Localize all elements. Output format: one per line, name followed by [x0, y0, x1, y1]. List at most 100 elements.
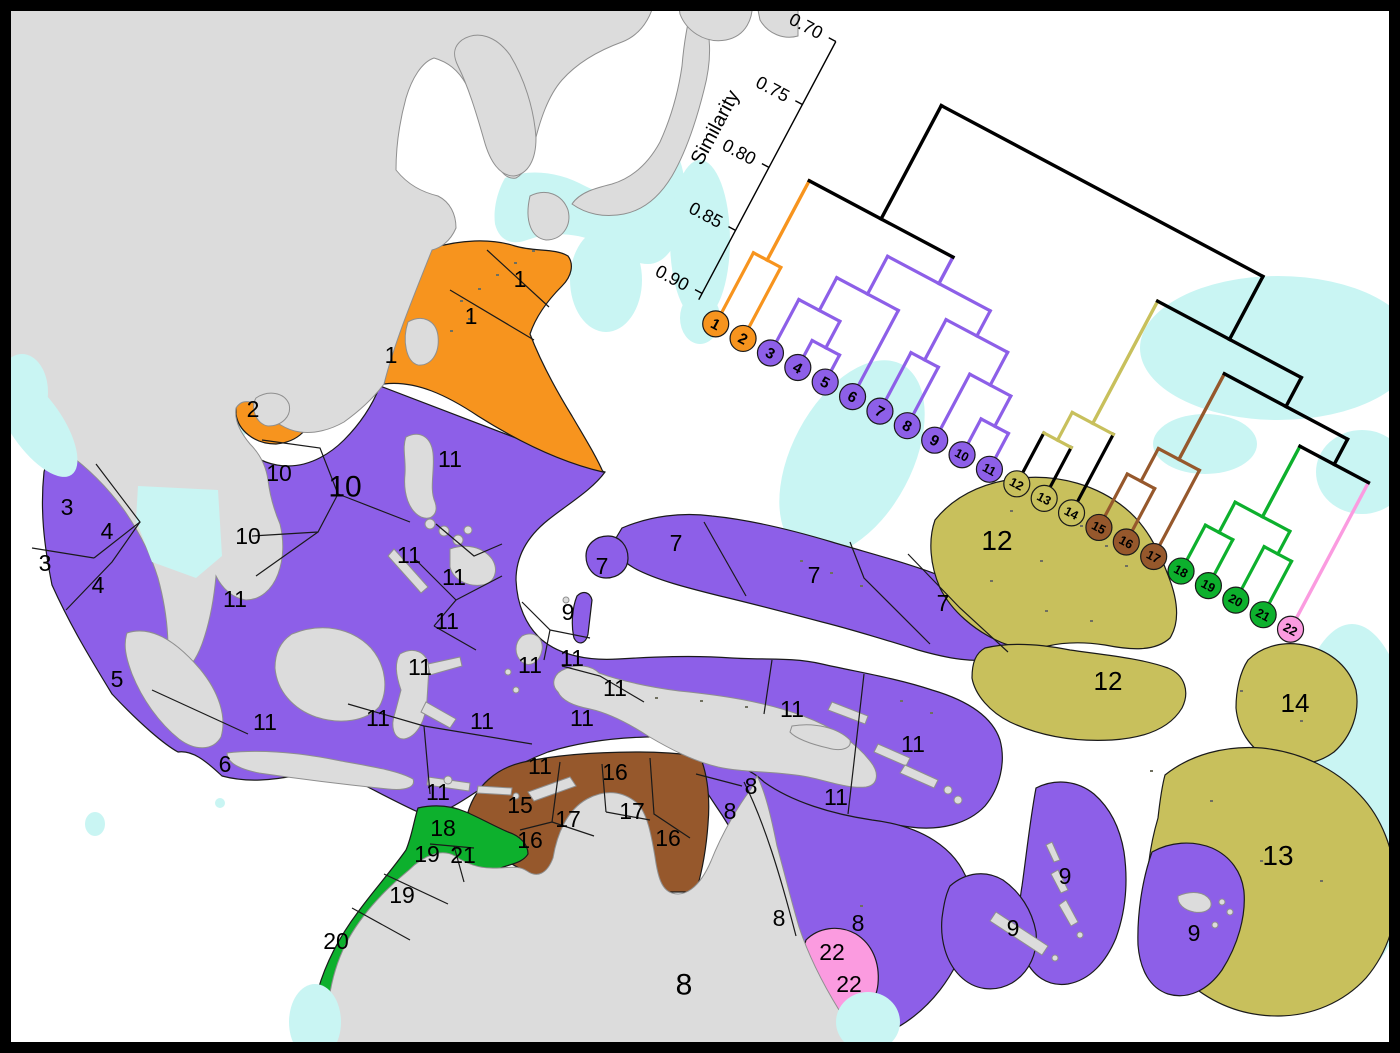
small-island	[1226, 908, 1234, 916]
map-region-label: 11	[253, 709, 277, 735]
region-boundary-line	[551, 821, 595, 837]
map-region-label: 20	[323, 928, 349, 954]
land-sundas-2	[476, 785, 513, 796]
small-island	[562, 596, 570, 604]
dendrogram-branch	[1275, 529, 1293, 557]
map-region-label: 1	[465, 303, 478, 329]
region-boundary-line	[703, 521, 747, 597]
dendrogram-branch	[801, 338, 815, 358]
region-khaki-12-lower	[971, 643, 1187, 741]
region-boundary-line	[65, 521, 141, 611]
dendrogram-branch	[878, 103, 944, 222]
region-boundary-line	[433, 625, 477, 651]
dendrogram-leaf-circle	[702, 310, 730, 338]
map-region-label: 4	[92, 572, 105, 598]
small-island	[512, 686, 520, 694]
region-boundary-line	[435, 523, 503, 557]
reef-speck	[450, 330, 453, 332]
shallow-sea-patch	[215, 798, 225, 808]
map-region-label: 8	[676, 969, 693, 1002]
region-boundary-line	[455, 575, 503, 601]
dendrogram-branch	[1176, 371, 1227, 462]
dendrogram-branch	[747, 265, 783, 329]
map-region-label: 9	[1007, 915, 1020, 941]
shallow-sea-patch	[570, 228, 642, 332]
land-australia	[326, 774, 868, 1053]
dendrogram-leaf-number: 11	[980, 460, 998, 479]
reef-speck	[1080, 525, 1083, 527]
land-solomon-2	[899, 764, 939, 789]
reef-speck	[1260, 860, 1263, 862]
map-region-label: 11	[901, 731, 925, 757]
map-region-label: 19	[389, 882, 415, 908]
land-sulawesi	[392, 650, 430, 740]
map-region-label: 3	[39, 550, 52, 576]
dendrogram-branch	[1048, 445, 1074, 489]
region-purple-9-fiji	[1137, 842, 1245, 997]
dendrogram-branch	[1157, 468, 1202, 547]
dendrogram-branch	[1212, 537, 1235, 576]
region-boundary-line	[423, 725, 431, 795]
map-region-label: 10	[328, 471, 361, 504]
map-region-label: 7	[808, 562, 821, 588]
dendrogram-branch	[884, 350, 914, 402]
reef-speck	[860, 905, 863, 907]
land-palawan	[387, 548, 429, 594]
small-island	[1051, 954, 1059, 962]
region-border-lines	[31, 249, 1009, 941]
region-khaki-14	[1235, 643, 1358, 765]
region-purple-7circle	[585, 535, 629, 579]
dendrogram-branch	[1130, 486, 1157, 533]
reef-speck	[900, 700, 903, 702]
land-sulawesi-arm1	[427, 656, 463, 676]
dendrogram-branch	[865, 254, 890, 297]
map-region-label: 22	[836, 971, 862, 997]
dendrogram-leaf-circle	[729, 324, 757, 353]
reef-speck	[990, 580, 993, 582]
small-island	[953, 795, 963, 805]
region-purple-9sliver	[571, 591, 593, 644]
region-boundary-line	[486, 249, 550, 308]
dendrogram-branch	[938, 372, 972, 431]
map-region-label: 16	[602, 759, 628, 785]
land-korea	[454, 34, 537, 177]
dendrogram-leaf-circle	[1085, 513, 1113, 542]
region-purple-9-vanuatu	[1017, 781, 1127, 986]
land-sulawesi-arm2	[420, 701, 457, 729]
region-boundary-line	[605, 811, 651, 821]
map-region-label: 11	[438, 446, 462, 472]
map-region-label: 10	[266, 460, 292, 486]
dendrogram-branch	[1090, 298, 1160, 426]
dendrogram-leaf-circle	[1222, 586, 1250, 614]
shallow-sea-patch	[1140, 276, 1400, 420]
map-region-label: 11	[366, 705, 390, 731]
map-region-label: 1	[514, 266, 527, 292]
shallow-sea-patch	[136, 486, 222, 578]
map-region-label: 5	[111, 666, 124, 692]
region-boundary-line	[31, 547, 95, 559]
small-island	[424, 518, 436, 530]
region-boundary-line	[763, 659, 773, 715]
region-boundary-line	[337, 493, 411, 523]
region-boundary-line	[907, 553, 1009, 653]
dendrogram-branch	[823, 319, 843, 350]
dendrogram-branch	[1075, 432, 1116, 504]
dendrogram-leaf-circle	[1249, 601, 1277, 629]
region-boundary-line	[383, 873, 449, 905]
axis-tick	[728, 226, 736, 232]
reef-speck	[1105, 545, 1108, 547]
dendrogram-branch	[1103, 471, 1130, 518]
dendrogram-branch	[1331, 436, 1350, 467]
dendrogram-leaf-number: 21	[1253, 606, 1272, 625]
region-boundary-line	[743, 781, 797, 937]
dendrogram-branch	[774, 297, 801, 344]
dendrogram-leaf-number: 18	[1171, 562, 1190, 581]
shallow-sea-patch	[836, 992, 900, 1052]
dendrogram-leaf-number: 22	[1281, 620, 1300, 639]
dendrogram-branch	[856, 308, 901, 387]
reef-speck	[1040, 560, 1043, 562]
dendrogram-leaf-circle	[866, 397, 894, 425]
dendrogram-leaf-circle	[1140, 542, 1168, 571]
